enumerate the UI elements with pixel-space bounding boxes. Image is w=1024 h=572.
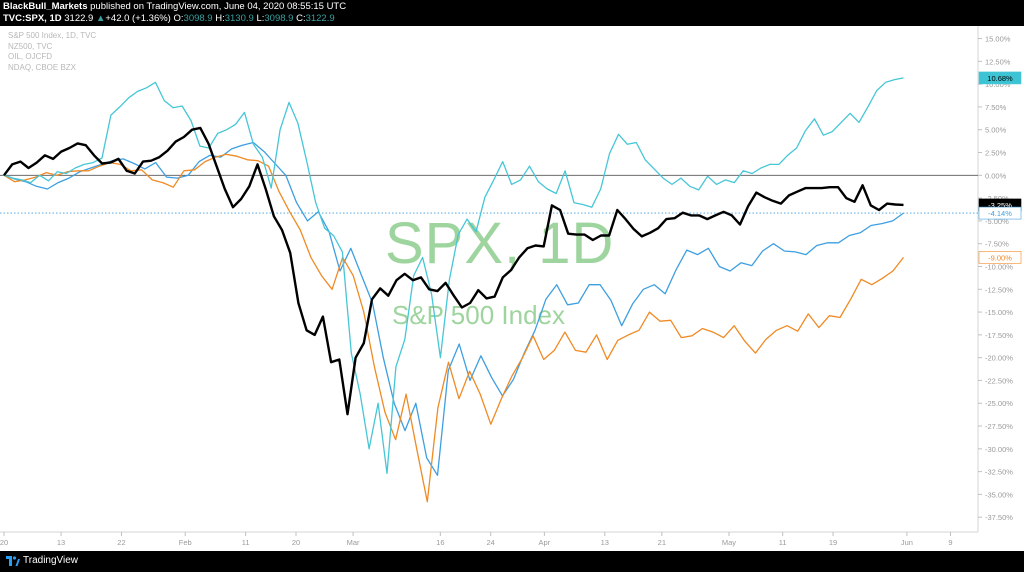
y-tick-label: -27.50% bbox=[985, 422, 1013, 431]
legend-item[interactable]: OIL, OJCFD bbox=[8, 52, 53, 61]
last-price: 3122.9 bbox=[64, 13, 94, 24]
series-legend: S&P 500 Index, 1D, TVC NZ500, TVC OIL, O… bbox=[8, 31, 96, 73]
price-change: +42.0 (+1.36%) bbox=[105, 13, 171, 24]
y-tick-label: -32.50% bbox=[985, 468, 1013, 477]
y-tick-label: 2.50% bbox=[985, 149, 1007, 158]
last-value-label: -4.14% bbox=[988, 209, 1012, 218]
x-tick-label: 20 bbox=[292, 538, 300, 547]
x-tick-label: Apr bbox=[539, 538, 551, 547]
open-value: 3098.9 bbox=[183, 13, 213, 24]
high-value: 3130.9 bbox=[224, 13, 254, 24]
x-tick-label: 19 bbox=[829, 538, 837, 547]
legend-item[interactable]: S&P 500 Index, 1D, TVC bbox=[8, 31, 97, 40]
x-tick-label: 21 bbox=[658, 538, 666, 547]
legend-item[interactable]: NDAQ, CBOE BZX bbox=[8, 62, 77, 72]
x-tick-label: 24 bbox=[487, 538, 495, 547]
y-tick-label: -37.50% bbox=[985, 513, 1013, 522]
high-label: H: bbox=[215, 13, 225, 24]
close-value: 3122.9 bbox=[305, 13, 335, 24]
y-tick-label: -22.50% bbox=[985, 376, 1013, 385]
x-tick-label: Feb bbox=[179, 538, 192, 547]
low-value: 3098.9 bbox=[264, 13, 294, 24]
x-tick-label: Jun bbox=[901, 538, 913, 547]
y-tick-label: -30.00% bbox=[985, 445, 1013, 454]
comparison-chart[interactable]: 15.00% 12.50% 10.00% 7.50% 5.00% 2.50% 0.00% -2… bbox=[0, 26, 1024, 551]
x-tick-label: Mar bbox=[347, 538, 360, 547]
y-tick-label: -7.50% bbox=[985, 240, 1009, 249]
last-value-label: -3.25% bbox=[988, 201, 1012, 210]
last-value-label: 10.68% bbox=[987, 74, 1013, 83]
x-tick-label: May bbox=[722, 538, 736, 547]
low-label: L: bbox=[256, 13, 265, 24]
legend-item[interactable]: NZ500, TVC bbox=[8, 41, 53, 51]
publish-line: BlackBull_Markets published on TradingVi… bbox=[3, 1, 346, 12]
last-value-tag bbox=[978, 251, 1022, 264]
series-line[interactable] bbox=[3, 153, 905, 503]
series-line[interactable] bbox=[3, 126, 904, 416]
tradingview-brand[interactable]: TradingView bbox=[23, 555, 79, 566]
y-tick-label: 5.00% bbox=[985, 126, 1007, 135]
x-tick-label: 9 bbox=[948, 538, 952, 547]
y-tick-label: 15.00% bbox=[985, 35, 1011, 44]
y-tick-label: 0.00% bbox=[985, 171, 1007, 180]
y-tick-label: -12.50% bbox=[985, 285, 1013, 294]
x-tick-label: 13 bbox=[601, 538, 609, 547]
watermark-subtitle: S&P 500 Index bbox=[392, 300, 565, 330]
x-tick-label: 20 bbox=[0, 538, 8, 547]
x-tick-label: 11 bbox=[779, 538, 787, 547]
last-value-tag bbox=[978, 206, 1022, 220]
up-arrow-icon: ▲ bbox=[95, 13, 106, 24]
y-tick-label: -35.00% bbox=[985, 490, 1013, 499]
tradingview-logo-icon bbox=[6, 556, 20, 566]
footer-bar: TradingView bbox=[0, 551, 1024, 572]
open-label: O: bbox=[173, 13, 184, 24]
x-tick-label: 11 bbox=[242, 538, 250, 547]
y-tick-label: -15.00% bbox=[985, 308, 1013, 317]
y-tick-label: -5.00% bbox=[985, 217, 1009, 226]
y-tick-label: 12.50% bbox=[985, 57, 1011, 66]
y-tick-label: -20.00% bbox=[985, 354, 1013, 363]
author-name[interactable]: BlackBull_Markets bbox=[3, 1, 88, 12]
y-tick-label: -10.00% bbox=[985, 262, 1013, 271]
ohlc-line: TVC:SPX, 1D 3122.9 ▲+42.0 (+1.36%) O:309… bbox=[3, 13, 335, 24]
last-value-label: -9.00% bbox=[988, 253, 1012, 262]
publish-info: published on TradingView.com, June 04, 2… bbox=[90, 1, 347, 12]
close-label: C: bbox=[296, 13, 306, 24]
y-tick-label: 7.50% bbox=[985, 103, 1007, 112]
y-tick-label: 10.00% bbox=[985, 80, 1011, 89]
series-line[interactable] bbox=[3, 77, 904, 475]
last-value-tag bbox=[978, 71, 1022, 85]
y-tick-label: -17.50% bbox=[985, 331, 1013, 340]
y-tick-label: -2.50% bbox=[985, 194, 1009, 203]
series-line[interactable] bbox=[3, 141, 904, 476]
symbol-label[interactable]: TVC:SPX, 1D bbox=[3, 13, 62, 24]
watermark-title: SPX, 1D bbox=[385, 211, 615, 276]
x-tick-label: 13 bbox=[57, 538, 65, 547]
chart-header: BlackBull_Markets published on TradingVi… bbox=[0, 0, 1024, 26]
x-tick-label: 22 bbox=[117, 538, 125, 547]
y-tick-label: -25.00% bbox=[985, 399, 1013, 408]
x-tick-label: 16 bbox=[436, 538, 444, 547]
